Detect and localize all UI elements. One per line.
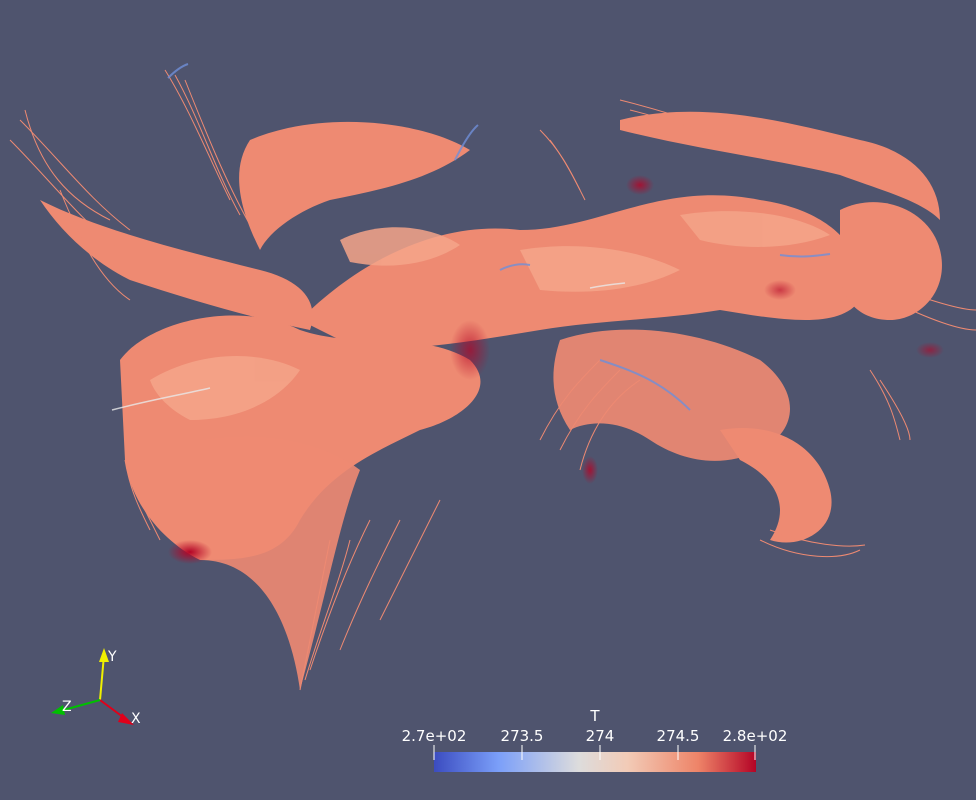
far-right-loop xyxy=(840,202,942,320)
z-axis-label: Z xyxy=(62,699,72,715)
z-axis-line xyxy=(59,699,101,712)
color-bar-tick-label: 2.7e+02 xyxy=(401,727,467,745)
y-axis-cone xyxy=(99,648,109,662)
light-streaks xyxy=(111,282,626,411)
z-axis-cone xyxy=(51,705,65,715)
color-bar-tick-label: 273.5 xyxy=(500,727,544,745)
streamtube-highlights xyxy=(150,211,830,420)
color-bar-gradient xyxy=(434,752,756,772)
color-bar-tick-label: 2.8e+02 xyxy=(722,727,788,745)
top-right-ribbon xyxy=(620,111,940,220)
upper-ribbon xyxy=(239,121,470,251)
left-lower-sheet xyxy=(200,436,360,690)
color-bar-tick-label: 274 xyxy=(585,727,615,745)
y-axis-line xyxy=(99,654,105,701)
left-flare xyxy=(40,200,313,330)
color-bar-tick-label: 274.5 xyxy=(656,727,700,745)
streamline-lines xyxy=(9,69,976,691)
cool-streaks xyxy=(167,63,831,411)
orientation-axes: Y X Z xyxy=(51,648,141,727)
x-axis-label: X xyxy=(131,711,141,727)
color-bar-title: T xyxy=(590,707,600,725)
color-bar xyxy=(433,745,756,772)
right-lower-ribbon xyxy=(720,428,832,543)
hot-regions xyxy=(168,175,944,564)
x-axis-cone xyxy=(118,713,134,725)
y-axis-label: Y xyxy=(107,649,117,665)
